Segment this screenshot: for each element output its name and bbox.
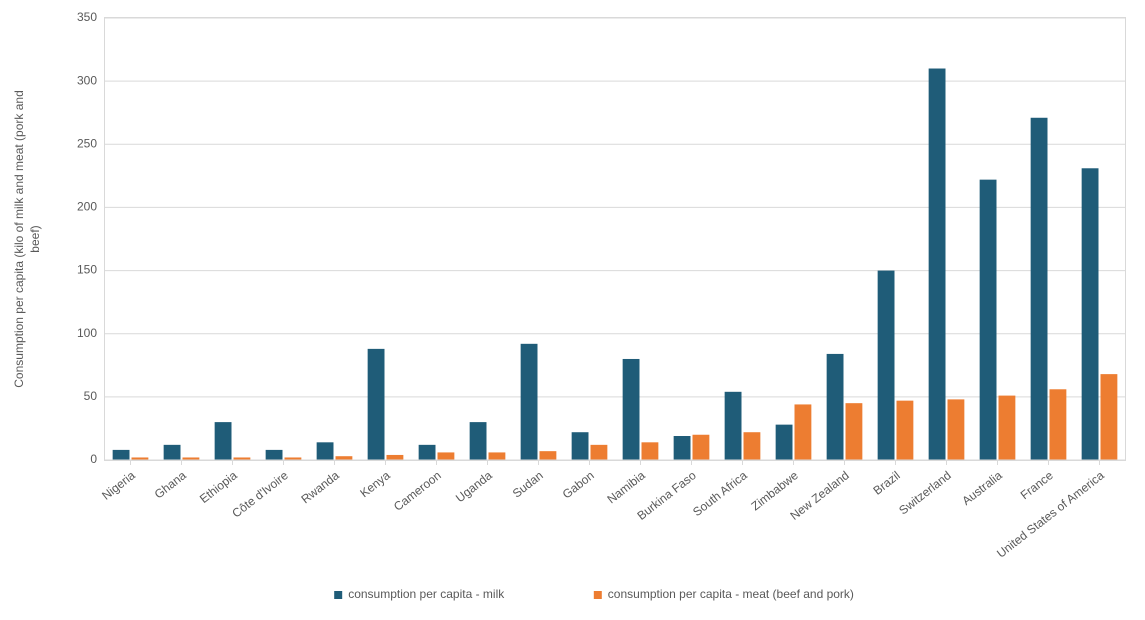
x-tick-label: Sudan [510, 468, 546, 500]
x-tick-label: Cameroon [391, 468, 444, 514]
y-tick-label: 200 [77, 200, 97, 214]
consumption-chart: 0 50 100 150 200 250 300 350 Nigeria GhanaEthiopi… [0, 0, 1145, 620]
bar [572, 432, 589, 460]
y-tick-label: 350 [77, 10, 97, 24]
chart-svg: 0 50 100 150 200 250 300 350 Nigeria GhanaEthiopi… [0, 0, 1145, 620]
legend: consumption per capita - milk consumption… [334, 587, 854, 601]
bar [642, 442, 659, 460]
bar [795, 404, 812, 460]
bar [948, 399, 965, 460]
x-tick-label: Kenya [357, 468, 393, 500]
x-tick-label: Ethiopia [197, 468, 240, 506]
bar [674, 436, 691, 460]
x-tick-label: South Africa [690, 468, 750, 519]
bar [929, 69, 946, 460]
bar [623, 359, 640, 460]
bar [470, 422, 487, 460]
x-tick-label: Australia [959, 468, 1005, 508]
y-tick-label: 250 [77, 136, 97, 150]
bar [164, 445, 181, 460]
plot-area [105, 18, 1126, 461]
x-tick-label: France [1018, 468, 1056, 502]
x-tick-label: Côte d'Ivoire [229, 468, 291, 520]
bar [878, 271, 895, 460]
x-tick-label: Rwanda [298, 468, 342, 506]
legend-swatch [594, 591, 602, 599]
x-tick-label: Brazil [870, 468, 902, 498]
svg-text:Consumption per capita (kilo o: Consumption per capita (kilo of milk and… [12, 90, 26, 387]
legend-label: consumption per capita - milk [348, 587, 505, 601]
y-tick-label: 0 [90, 452, 97, 466]
bar [368, 349, 385, 460]
x-tick-label: Namibia [604, 468, 648, 506]
x-tick-label: Gabon [560, 468, 597, 501]
x-tick-label: Switzerland [896, 468, 954, 517]
y-tick-label: 150 [77, 263, 97, 277]
bar [1101, 374, 1118, 460]
x-tick-label: Nigeria [99, 468, 138, 503]
bar [999, 396, 1016, 460]
bar [419, 445, 436, 460]
bar [489, 452, 506, 460]
bar [980, 180, 997, 460]
legend-swatch [334, 591, 342, 599]
bar [266, 450, 283, 460]
bar [744, 432, 761, 460]
bar [591, 445, 608, 460]
x-tick-label: Uganda [453, 468, 495, 505]
bar [387, 455, 404, 460]
bar [846, 403, 863, 460]
bar [1082, 168, 1099, 460]
bar [336, 456, 353, 460]
y-tick-label: 100 [77, 326, 97, 340]
bar [438, 452, 455, 460]
bar [776, 425, 793, 460]
bar [540, 451, 557, 460]
bar [1050, 389, 1067, 460]
x-axis: Nigeria GhanaEthiopiaCôte d'IvoireRwanda K… [99, 460, 1107, 561]
svg-text:beef): beef) [28, 225, 42, 252]
bar [113, 450, 130, 460]
y-axis-label: Consumption per capita (kilo of milk and… [12, 90, 42, 387]
bar [897, 401, 914, 460]
bar [521, 344, 538, 460]
bar [827, 354, 844, 460]
bar [725, 392, 742, 460]
legend-label: consumption per capita - meat (beef and … [608, 587, 854, 601]
bar [215, 422, 232, 460]
x-tick-label: Ghana [152, 468, 189, 501]
y-tick-label: 50 [84, 389, 98, 403]
bar [693, 435, 710, 460]
bar [1031, 118, 1048, 460]
y-tick-label: 300 [77, 73, 97, 87]
bar [317, 442, 334, 460]
